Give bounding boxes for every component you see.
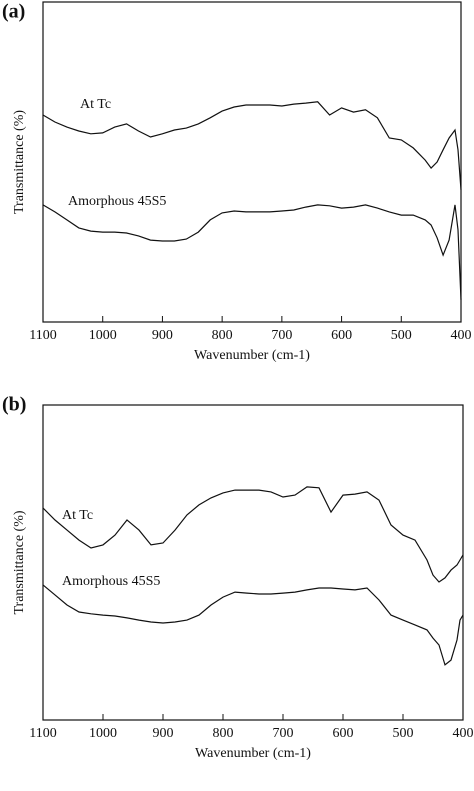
series-label: At Tc bbox=[62, 508, 93, 523]
x-tick-label: 700 bbox=[273, 726, 294, 741]
series-label: At Tc bbox=[80, 97, 111, 112]
y-axis-label: Transmittance (%) bbox=[12, 110, 27, 214]
x-tick-label: 1000 bbox=[89, 726, 117, 741]
spectrum-line bbox=[42, 101, 462, 190]
x-tick-label: 1100 bbox=[29, 328, 56, 343]
x-tick-label: 400 bbox=[451, 328, 472, 343]
series-label: Amorphous 45S5 bbox=[62, 574, 160, 589]
x-tick-label: 900 bbox=[152, 328, 173, 343]
x-tick-label: 400 bbox=[453, 726, 474, 741]
x-tick-label: 500 bbox=[393, 726, 414, 741]
x-axis-label: Wavenumber (cm-1) bbox=[195, 746, 311, 761]
x-tick-label: 1000 bbox=[89, 328, 117, 343]
x-tick-label: 600 bbox=[331, 328, 352, 343]
y-axis-label: Transmittance (%) bbox=[12, 510, 27, 614]
panel-label: (b) bbox=[2, 394, 26, 416]
x-tick-label: 500 bbox=[391, 328, 412, 343]
spectrum-line bbox=[42, 584, 464, 666]
x-axis-label: Wavenumber (cm-1) bbox=[194, 348, 310, 363]
x-tick-label: 600 bbox=[333, 726, 354, 741]
x-tick-label: 800 bbox=[213, 726, 234, 741]
plot-frame bbox=[42, 1, 462, 323]
x-tick-label: 800 bbox=[212, 328, 233, 343]
series-label: Amorphous 45S5 bbox=[68, 194, 166, 209]
spectrum-line bbox=[42, 486, 464, 583]
panel-label: (a) bbox=[2, 1, 25, 23]
spectrum-line bbox=[42, 204, 462, 300]
x-tick-label: 1100 bbox=[29, 726, 56, 741]
plot-frame bbox=[42, 404, 464, 721]
x-tick-label: 900 bbox=[153, 726, 174, 741]
x-tick-label: 700 bbox=[271, 328, 292, 343]
